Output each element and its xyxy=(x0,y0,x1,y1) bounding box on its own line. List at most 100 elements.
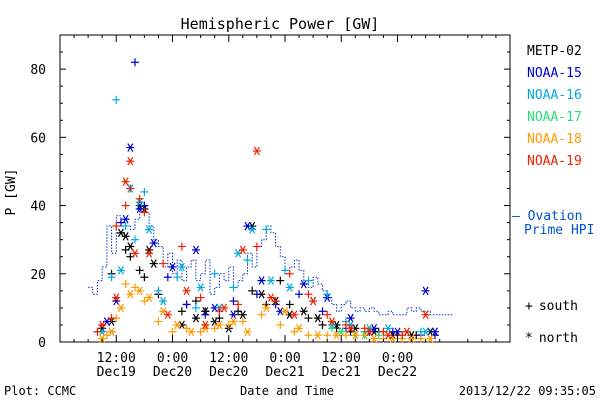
noaa-15-south-point xyxy=(229,297,238,306)
noaa-19-south-point xyxy=(304,290,313,299)
noaa-16-south-point xyxy=(191,303,200,312)
noaa-19-north-point xyxy=(346,324,355,333)
x-tick-time-label: 0:00 xyxy=(382,351,413,366)
noaa-15-north-point xyxy=(229,310,238,320)
footer-left: Plot: CCMC xyxy=(4,384,76,398)
metp-02-north-point xyxy=(299,306,308,316)
noaa-19-south-point xyxy=(140,208,149,217)
y-tick-label: 0 xyxy=(38,336,46,351)
noaa-19-north-point xyxy=(145,248,154,258)
noaa-15-north-point xyxy=(431,327,439,337)
noaa-16-north-point xyxy=(159,296,168,306)
noaa-15-north-point xyxy=(168,262,177,272)
noaa-15-north-point xyxy=(135,204,144,214)
noaa-16-south-point xyxy=(173,273,182,282)
x-axis-label: Date and Time xyxy=(240,384,334,398)
noaa-19-north-point xyxy=(163,310,172,320)
y-tick-label: 40 xyxy=(30,200,46,215)
noaa-19-north-point xyxy=(309,296,318,306)
noaa-19-north-point xyxy=(131,248,139,258)
metp-02-north-point xyxy=(149,259,158,268)
noaa-15-north-point xyxy=(421,286,430,296)
noaa-16-south-point xyxy=(140,187,149,196)
noaa-19-north-point xyxy=(266,293,275,302)
x-tick-time-label: 0:00 xyxy=(157,351,188,366)
metp-02-south-point xyxy=(248,286,257,295)
noaa-18-south-point xyxy=(238,317,247,326)
ovation-prime-hpi-series xyxy=(88,205,454,316)
noaa-15-north-point xyxy=(299,279,308,289)
noaa-16-north-point xyxy=(248,225,257,234)
noaa-18-south-point xyxy=(168,327,177,336)
noaa-19-north-point xyxy=(252,146,261,156)
y-tick-label: 20 xyxy=(30,268,46,283)
noaa-16-south-point xyxy=(131,235,139,244)
noaa-16-south-point xyxy=(262,225,271,234)
noaa-19-north-point xyxy=(365,327,374,337)
metp-02-south-point xyxy=(276,276,285,285)
noaa-16-north-point xyxy=(116,266,125,275)
metp-02-south-point xyxy=(191,297,200,306)
ovation-label-line1: — Ovation xyxy=(512,209,582,224)
noaa-18-south-point xyxy=(341,331,350,340)
noaa-19-north-point xyxy=(402,327,411,337)
satellite-data-points xyxy=(93,58,439,343)
noaa-18-north-point xyxy=(295,324,304,333)
noaa-15-south-point xyxy=(182,300,191,309)
noaa-16-north-point xyxy=(384,324,393,333)
chart-title: Hemispheric Power [GW] xyxy=(181,15,380,33)
noaa-18-north-point xyxy=(407,334,416,343)
metp-02-south-point xyxy=(318,320,327,329)
noaa-15-south-point xyxy=(295,290,304,299)
noaa-16-north-point xyxy=(266,276,275,285)
noaa-15-north-point xyxy=(346,313,355,323)
noaa-19-north-point xyxy=(238,245,247,255)
noaa-19-south-point xyxy=(323,310,332,319)
noaa-15-north-point xyxy=(393,327,402,337)
noaa-18-north-point xyxy=(426,334,435,343)
metp-02-north-point xyxy=(121,231,130,241)
noaa-17-south-point xyxy=(327,324,336,333)
noaa-18-north-point xyxy=(229,317,238,326)
x-tick-time-label: 12:00 xyxy=(97,351,136,366)
noaa-18-north-point xyxy=(187,327,196,337)
noaa-19-north-point xyxy=(201,320,210,330)
noaa-18-north-point xyxy=(215,320,224,330)
noaa-19-south-point xyxy=(126,184,135,193)
noaa-15-north-point xyxy=(126,143,135,152)
x-tick-date-label: Dec21 xyxy=(322,365,361,380)
north-marker-legend: * north xyxy=(525,331,578,346)
noaa-16-north-point xyxy=(421,327,430,337)
noaa-19-south-point xyxy=(112,222,121,231)
noaa-18-north-point xyxy=(313,330,322,340)
metp-02-south-point xyxy=(285,300,294,309)
noaa-19-south-point xyxy=(177,242,186,251)
noaa-16-south-point xyxy=(210,269,219,278)
noaa-19-north-point xyxy=(290,310,299,320)
noaa-18-north-point xyxy=(370,334,379,343)
noaa-19-south-point xyxy=(196,293,205,302)
legend: METP-02 NOAA-15 NOAA-16 NOAA-17 NOAA-18 NOAA-… xyxy=(527,44,582,169)
noaa-15-south-point xyxy=(252,290,261,299)
noaa-18-south-point xyxy=(304,331,313,340)
x-tick-date-label: Dec19 xyxy=(97,365,136,380)
noaa-19-north-point xyxy=(121,177,130,186)
noaa-19-south-point xyxy=(252,242,261,251)
noaa-16-north-point xyxy=(177,262,186,272)
noaa-19-south-point xyxy=(135,194,144,203)
noaa-19-north-point xyxy=(182,286,191,296)
x-tick-date-label: Dec21 xyxy=(265,365,304,380)
noaa-16-south-point xyxy=(107,273,116,282)
metp-02-north-point xyxy=(126,242,135,251)
noaa-18-north-point xyxy=(126,289,135,299)
noaa-15-south-point xyxy=(318,307,327,316)
noaa-19-south-point xyxy=(234,300,243,309)
noaa-15-north-point xyxy=(257,276,266,285)
y-axis-label: P [GW] xyxy=(4,169,19,216)
noaa-19-north-point xyxy=(98,320,107,330)
metp-02-south-point xyxy=(177,307,186,316)
x-tick-date-label: Dec20 xyxy=(153,365,192,380)
noaa-19-north-point xyxy=(126,156,135,166)
noaa-16-south-point xyxy=(281,266,289,275)
